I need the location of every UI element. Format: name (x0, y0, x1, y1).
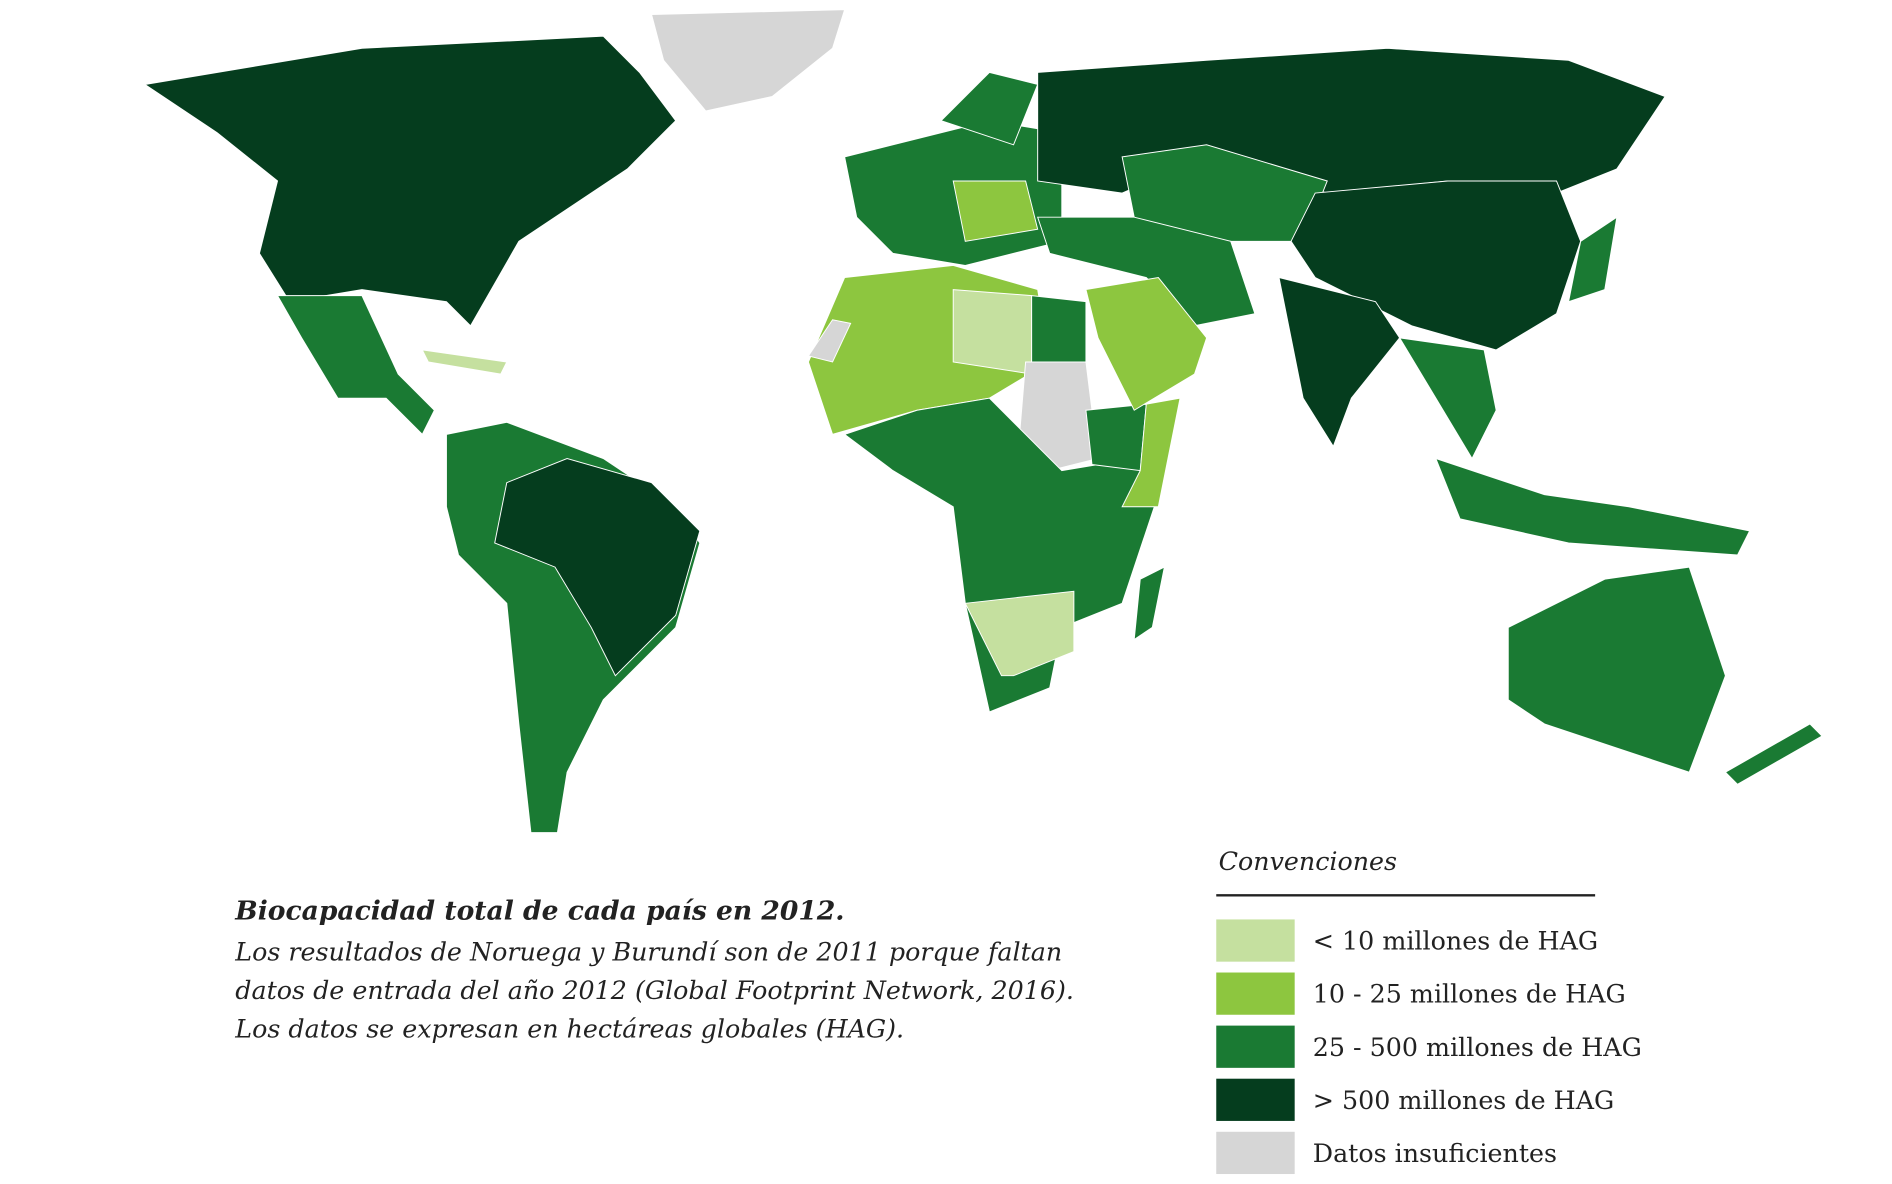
legend-label: 10 - 25 millones de HAG (1313, 979, 1626, 1009)
india (1278, 276, 1401, 448)
libya (952, 289, 1033, 375)
china (1290, 180, 1582, 351)
legend-swatch (1216, 1078, 1295, 1121)
legend-title: Convenciones (1219, 846, 1397, 876)
legend-label: 25 - 500 millones de HAG (1313, 1032, 1642, 1062)
caption-title: Biocapacidad total de cada país en 2012. (234, 895, 844, 926)
legend-label: Datos insuficientes (1313, 1138, 1557, 1168)
southeast-asia (1398, 337, 1497, 460)
madagascar (1133, 566, 1166, 641)
sudan (1019, 361, 1099, 472)
europe (844, 120, 1063, 266)
turkey-iran (1037, 216, 1256, 327)
greenland (650, 9, 846, 112)
legend-swatch (1216, 919, 1295, 962)
caption-line: datos de entrada del año 2012 (Global Fo… (235, 975, 1074, 1005)
somalia (1121, 397, 1181, 508)
legend-swatch (1216, 1131, 1295, 1175)
brazil (494, 457, 701, 677)
legend-swatch (1216, 1025, 1295, 1068)
legend-swatch (1216, 972, 1295, 1015)
southern-africa (964, 590, 1075, 677)
egypt (1031, 295, 1087, 363)
north-america (143, 35, 677, 327)
mexico-central-america (276, 295, 435, 436)
indonesia (1435, 457, 1751, 556)
caption-line: Los resultados de Noruega y Burundí son … (234, 936, 1062, 966)
central-europe (952, 180, 1039, 242)
layout: Biocapacidad total de cada país en 2012.… (143, 9, 1823, 1175)
arabia (1085, 276, 1208, 411)
caption-line: Los datos se expresan en hectáreas globa… (234, 1014, 904, 1044)
ethiopia (1085, 403, 1147, 472)
legend-label: > 500 millones de HAG (1313, 1085, 1614, 1115)
caribbean (421, 349, 508, 375)
western-sahara (807, 319, 852, 363)
legend: < 10 millones de HAG 10 - 25 millones de … (1216, 919, 1642, 1175)
legend-label: < 10 millones de HAG (1313, 926, 1598, 956)
new-zealand (1724, 723, 1823, 785)
central-africa (843, 397, 1159, 713)
world-map (143, 9, 1823, 834)
australia (1507, 566, 1726, 773)
japan (1567, 216, 1618, 303)
